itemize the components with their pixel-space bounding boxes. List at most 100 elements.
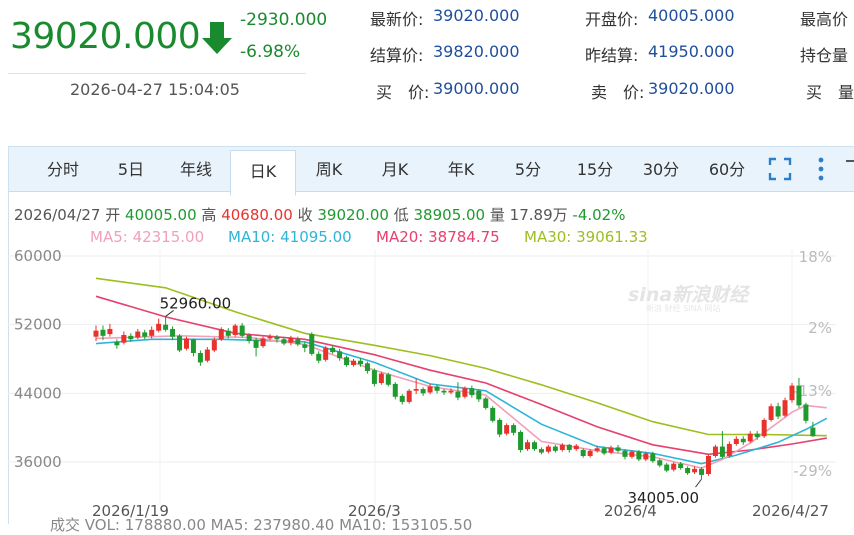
info-close-label: 收 (297, 206, 313, 224)
tab-60min[interactable]: 60分 (708, 160, 746, 179)
candle-body (406, 390, 412, 402)
ma10-label: MA10: 41095.00 (228, 228, 352, 246)
tab-year-line[interactable]: 年线 (179, 160, 212, 179)
candle-body (490, 407, 496, 421)
candle-body (135, 331, 141, 338)
pct-tick-label: -29% (793, 462, 832, 480)
info-low: 38905.00 (413, 206, 486, 224)
candle-body (636, 451, 642, 460)
candle-body (211, 340, 217, 351)
annotation-high: 52960.00 (160, 294, 232, 312)
candle-body (93, 330, 99, 337)
edge-mark (846, 160, 854, 162)
field-value-ask: 39020.000 (648, 79, 735, 98)
ma20-label: MA20: 38784.75 (376, 228, 500, 246)
annotation-pointer (695, 478, 702, 488)
candle-body (441, 390, 447, 393)
info-close: 39020.00 (317, 206, 389, 224)
candle-body (775, 406, 781, 417)
candle-body (323, 347, 329, 360)
candle-body (232, 325, 238, 335)
ma-line-ma30 (95, 277, 827, 437)
candle-body (295, 339, 301, 345)
candle-body (685, 468, 691, 474)
candle-body (204, 349, 210, 361)
candle-body (692, 468, 698, 473)
candle-body (455, 391, 461, 398)
field-label-bid-volume: 买 量 (806, 83, 854, 102)
more-options-icon[interactable] (807, 147, 835, 191)
candle-body (671, 463, 677, 470)
fullscreen-icon[interactable] (763, 147, 797, 191)
candle-body (420, 389, 426, 394)
candle-body (726, 443, 732, 456)
candle-body (309, 334, 315, 354)
pct-tick-label: -13% (793, 382, 832, 400)
candle-body (594, 448, 600, 451)
field-value-prev-settle: 41950.000 (648, 42, 735, 61)
field-label-open-interest: 持仓量 (800, 46, 849, 65)
candle-body (156, 323, 162, 331)
candle-body (281, 339, 287, 344)
quote-datetime: 2026-04-27 15:04:05 (70, 80, 240, 99)
candle-body (538, 449, 544, 453)
candle-body (246, 334, 252, 341)
info-high-label: 高 (201, 206, 217, 224)
field-value-bid: 39000.000 (433, 79, 520, 98)
candle-body (573, 445, 579, 450)
field-label-open: 开盘价: (585, 10, 639, 29)
candle-body (699, 468, 705, 475)
tab-yearly-k[interactable]: 年K (447, 160, 475, 179)
field-label-prev-settle: 昨结算: (585, 46, 639, 65)
candle-body (177, 335, 183, 351)
candle-body (128, 335, 134, 340)
tab-weekly-k[interactable]: 周K (315, 160, 343, 179)
candle-body (337, 351, 343, 359)
price-change: -2930.000 (240, 10, 328, 30)
candle-body (316, 353, 322, 361)
period-tab-bar: 分时 5日 年线 日K 周K 月K 年K 5分 15分 30分 60分 (9, 147, 854, 196)
tab-30min[interactable]: 30分 (642, 160, 680, 179)
candle-body (253, 340, 259, 348)
candle-body (385, 374, 391, 385)
candle-body (796, 385, 802, 406)
candle-body (518, 431, 524, 450)
field-value-settle: 39820.000 (433, 42, 520, 61)
candle-body (183, 338, 189, 349)
candlestick-chart[interactable]: 60000 52000 44000 36000 18% 2% -13% -29% 2026/1/… (0, 0, 854, 523)
candle-body (566, 444, 572, 450)
tab-timeshare[interactable]: 分时 (46, 160, 79, 179)
candle-body (622, 450, 628, 457)
volume-info-row: 成交 VOL: 178880.00 MA5: 237980.40 MA10: 1… (50, 516, 473, 534)
candle-body (761, 419, 767, 437)
ma-line-ma20 (95, 295, 827, 456)
ohlc-info-row: 2026/04/27 开 40005.00 高 40680.00 收 39020… (14, 204, 625, 225)
x-tick-label: 2026/4/27 (752, 502, 829, 520)
field-label-ask: 卖 价: (591, 83, 645, 102)
candle-body (190, 339, 196, 353)
tab-15min[interactable]: 15分 (576, 160, 614, 179)
tab-daily-k[interactable]: 日K (230, 150, 296, 196)
candle-body (218, 328, 224, 340)
candle-body (810, 427, 816, 437)
candle-body (260, 338, 266, 347)
candle-body (678, 463, 684, 469)
candle-body (274, 336, 280, 340)
candle-body (768, 406, 774, 420)
candle-body (552, 446, 558, 451)
candle-body (351, 360, 357, 366)
y-tick-label: 44000 (14, 384, 62, 402)
candle-body (601, 448, 607, 454)
tab-5min[interactable]: 5分 (514, 160, 542, 179)
tab-monthly-k[interactable]: 月K (381, 160, 409, 179)
candle-body (330, 347, 336, 353)
candle-body (497, 419, 503, 435)
candle-body (121, 334, 127, 343)
sina-finance-logo-sub: 新浪 财经 SINA 网站 (646, 304, 721, 313)
candle-body (371, 370, 377, 384)
pct-tick-label: 18% (799, 248, 832, 266)
tab-5day[interactable]: 5日 (117, 160, 145, 179)
field-label-high: 最高价 (800, 10, 849, 29)
info-volume: 17.89万 (509, 206, 568, 224)
candle-body (288, 337, 294, 343)
